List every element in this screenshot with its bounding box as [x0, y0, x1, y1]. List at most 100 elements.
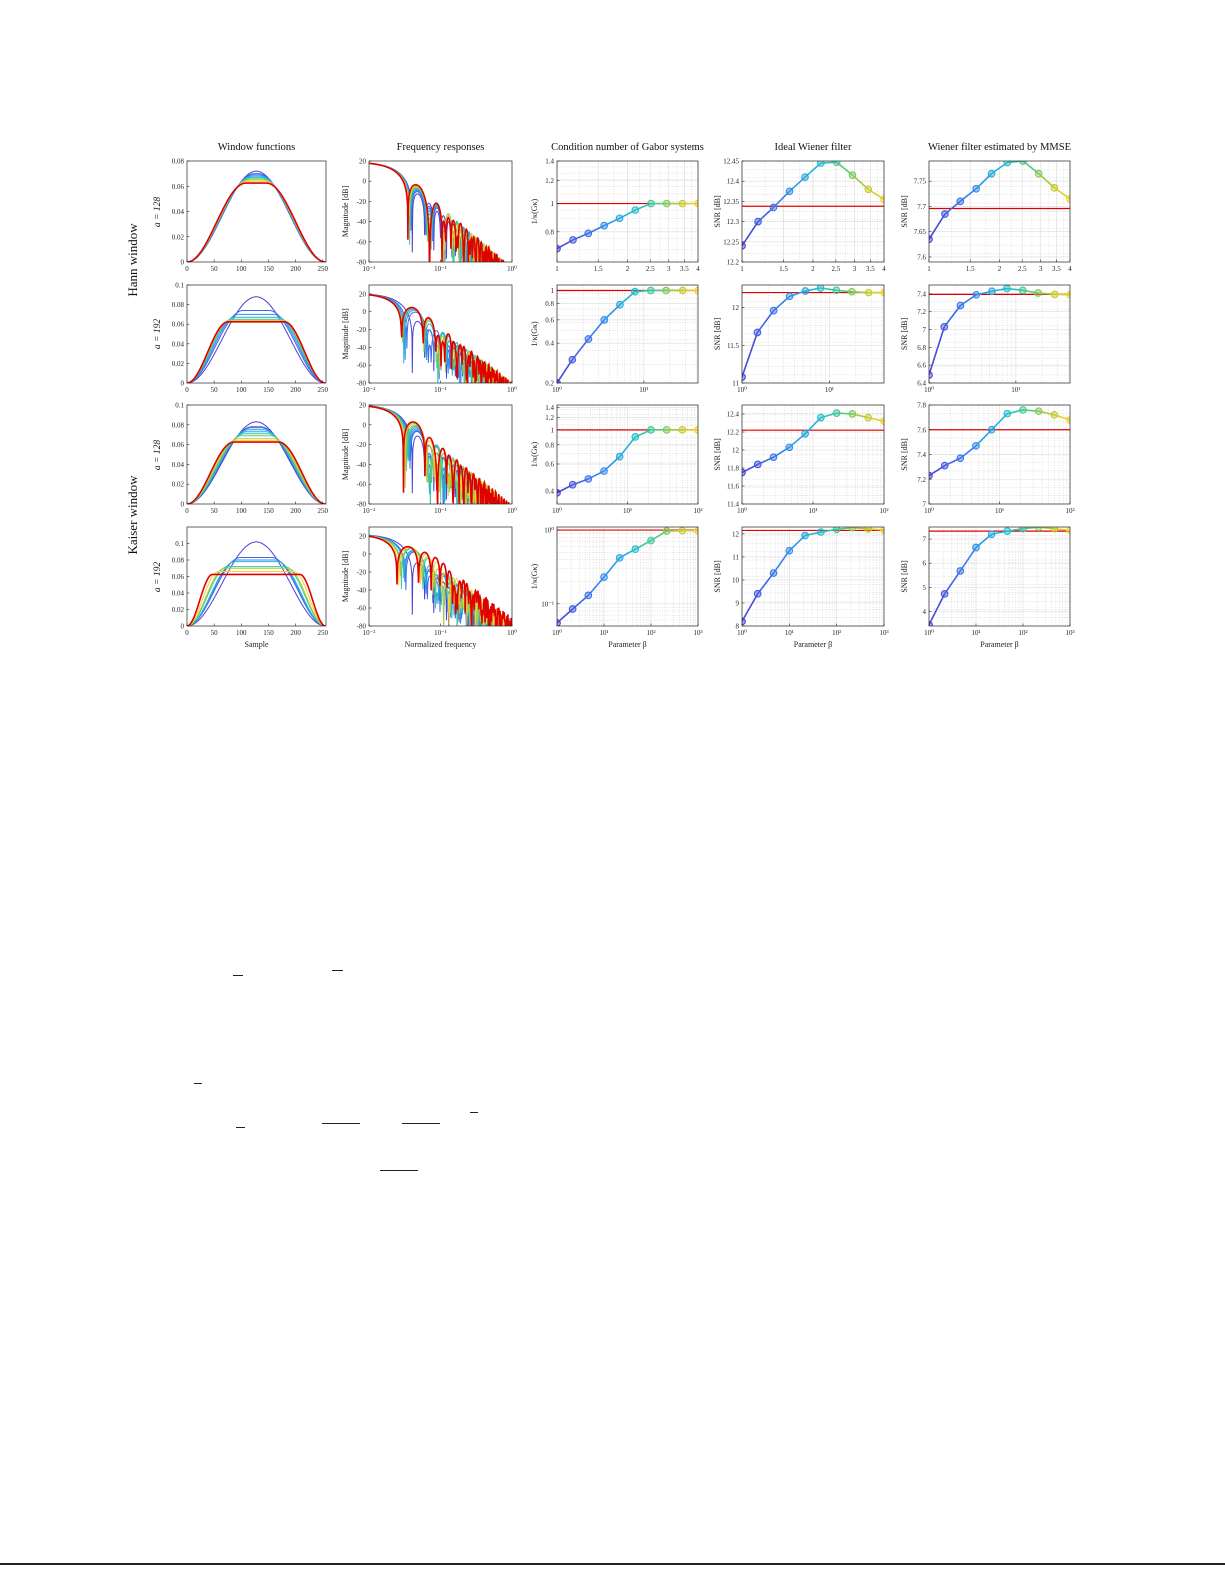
series-segment — [805, 287, 821, 292]
data-point — [880, 417, 884, 426]
reference-curve — [369, 294, 512, 383]
data-point — [956, 567, 965, 575]
plot-area — [929, 285, 1070, 379]
data-point — [880, 288, 884, 297]
series-segment — [943, 570, 961, 595]
data-point — [753, 460, 762, 469]
series-segment — [1022, 409, 1039, 412]
x-tick-label: 100 — [236, 265, 247, 273]
x-tick-label: 10¹ — [995, 507, 1004, 515]
series-segment — [1007, 527, 1024, 532]
series-segment — [756, 310, 775, 333]
y-tick-label: 10⁻¹ — [541, 600, 554, 608]
window-curve — [187, 571, 326, 626]
y-tick-label: 0.2 — [545, 380, 554, 388]
y-axis-label: 1/κ(Gκ) — [530, 563, 539, 589]
series-segment — [1006, 287, 1023, 292]
subplot-r4-c5 — [928, 526, 1071, 627]
data-point — [972, 184, 981, 193]
data-point — [1050, 290, 1059, 299]
y-tick-label: 0.02 — [172, 481, 185, 489]
subplot-r2-c1 — [186, 284, 327, 384]
reference-curve — [369, 405, 512, 504]
plot-area — [742, 285, 884, 381]
y-tick-label: 7 — [923, 501, 927, 509]
x-tick-label: 10⁰ — [552, 386, 562, 394]
y-tick-label: 0.04 — [172, 461, 185, 469]
x-tick-label: 10⁰ — [924, 386, 934, 394]
y-axis-label: Magnitude [dB] — [341, 429, 350, 481]
data-point — [600, 467, 608, 475]
x-tick-label: 10⁻¹ — [434, 507, 447, 515]
series-segment — [929, 593, 946, 626]
series-segment — [742, 221, 759, 247]
x-tick-label: 1.5 — [594, 265, 603, 273]
series-segment — [820, 528, 837, 533]
data-point — [864, 527, 873, 533]
y-tick-label: 1.4 — [545, 158, 554, 166]
y-tick-label: 0.8 — [545, 228, 554, 236]
y-tick-label: -20 — [357, 569, 367, 577]
page-bottom-rule — [0, 1563, 1225, 1565]
window-curve — [187, 310, 326, 383]
data-point — [754, 217, 762, 226]
x-tick-label: 0 — [185, 386, 189, 394]
plot-area — [369, 405, 512, 504]
x-tick-label: 10² — [646, 629, 655, 637]
y-tick-label: 0 — [181, 501, 185, 509]
series-segment — [587, 576, 605, 596]
axes-frame — [556, 526, 699, 627]
data-point — [801, 531, 809, 540]
data-point — [1003, 409, 1012, 418]
x-tick-label: 10⁻² — [363, 629, 376, 637]
y-tick-label: 6.6 — [917, 362, 926, 370]
series-segment — [836, 412, 853, 415]
y-tick-label: -60 — [357, 481, 367, 489]
series-segment — [603, 217, 620, 227]
x-tick-label: 3.5 — [1052, 265, 1061, 273]
series-segment — [820, 287, 837, 292]
data-point — [832, 409, 841, 417]
plot-area — [187, 170, 326, 262]
data-point — [647, 536, 655, 545]
y-tick-label: 0.08 — [172, 301, 185, 309]
data-point — [1003, 285, 1011, 293]
x-tick-label: 3.5 — [866, 265, 875, 273]
row-label-1: a = 128 — [153, 197, 163, 227]
y-tick-label: 1.4 — [545, 404, 554, 412]
y-tick-label: 0.02 — [172, 606, 185, 614]
axes-frame — [186, 284, 327, 384]
data-point — [864, 185, 873, 194]
x-tick-label: 10³ — [693, 629, 702, 637]
reference-curve — [187, 321, 326, 383]
plot-area — [557, 286, 698, 383]
axes-frame — [928, 284, 1071, 384]
y-tick-label: 12.45 — [723, 158, 739, 166]
data-point — [753, 589, 762, 598]
subplot-r4-c1 — [186, 526, 327, 627]
data-point — [1034, 169, 1043, 178]
y-axis-label: SNR [dB] — [900, 438, 909, 471]
y-tick-label: 12.4 — [727, 178, 740, 186]
data-point — [817, 528, 825, 536]
series-segment — [572, 232, 589, 241]
y-tick-label: 10 — [732, 576, 740, 584]
group-label-hann: Hann window — [125, 223, 140, 297]
y-axis-label: 1/κ(Gκ) — [530, 198, 539, 224]
data-point — [647, 426, 655, 434]
series-segment — [742, 332, 759, 378]
x-tick-label: 10² — [1065, 507, 1074, 515]
series-segment — [603, 557, 621, 578]
data-point — [832, 161, 841, 167]
data-point — [694, 199, 698, 208]
plot-area — [187, 421, 326, 504]
subplot-r2-c4 — [741, 284, 885, 384]
x-tick-label: 2 — [626, 265, 630, 273]
x-tick-label: 200 — [290, 386, 301, 394]
y-tick-label: 1 — [551, 287, 555, 295]
x-tick-label: 10¹ — [825, 386, 834, 394]
y-axis-label: 1/κ(Gκ) — [530, 321, 539, 347]
y-axis-label: SNR [dB] — [900, 560, 909, 593]
subplot-r3-c4 — [741, 404, 885, 505]
data-point — [584, 335, 593, 343]
